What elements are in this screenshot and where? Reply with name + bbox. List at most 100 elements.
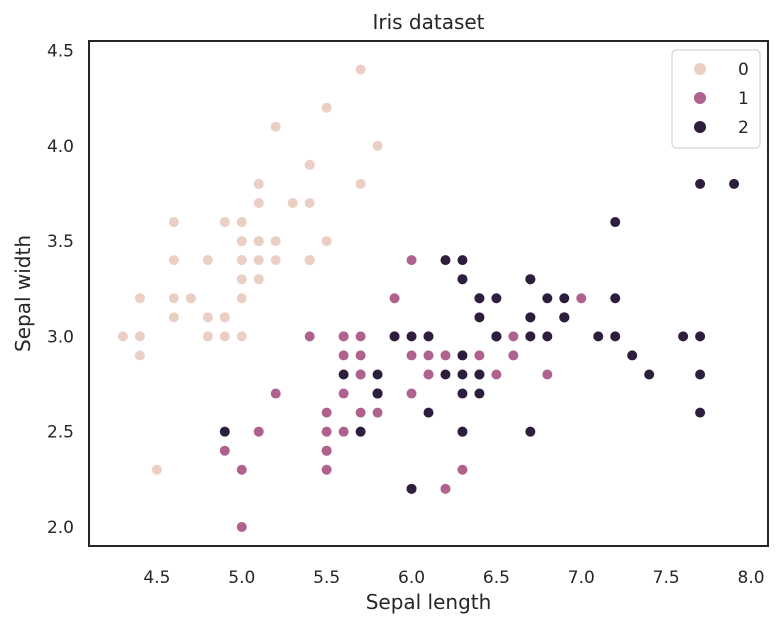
point-series-0-37 [219,217,230,228]
point-series-2-22 [695,369,706,380]
x-tick-label: 6.5 [483,568,510,588]
point-series-2-25 [610,293,621,304]
point-series-1-47 [440,350,451,361]
point-series-0-18 [355,178,366,189]
point-series-1-23 [423,369,434,380]
y-tick-label: 2.5 [47,423,74,443]
point-series-2-44 [525,274,536,285]
point-series-2-36 [457,255,468,266]
point-series-1-8 [508,350,519,361]
point-series-2-43 [542,293,553,304]
point-series-1-42 [372,407,383,418]
point-series-1-4 [491,369,502,380]
point-series-2-2 [593,331,604,342]
x-tick-label: 5.0 [228,568,255,588]
point-series-1-31 [321,445,332,456]
x-tick-label: 7.0 [568,568,595,588]
point-series-2-19 [406,483,417,494]
plot-frame [88,40,769,547]
point-series-0-42 [134,293,145,304]
legend: 0 1 2 [671,49,761,149]
point-series-0-41 [151,464,162,475]
legend-marker-0 [694,63,706,75]
point-series-0-4 [236,217,247,228]
point-series-2-41 [559,312,570,323]
point-series-2-13 [355,426,366,437]
point-series-0-45 [202,331,213,342]
point-series-2-6 [219,426,230,437]
point-series-2-15 [474,293,485,304]
point-series-2-34 [423,407,434,418]
y-tick-labels: 2.0 2.5 3.0 3.5 4.0 4.5 [47,42,74,538]
point-series-1-7 [219,445,230,456]
point-series-2-3 [457,350,468,361]
x-tick-label: 6.0 [398,568,425,588]
point-series-2-18 [695,407,706,418]
point-series-0-15 [355,64,366,75]
point-series-2-33 [457,369,468,380]
point-series-2-32 [474,369,485,380]
point-series-2-42 [372,388,383,399]
point-series-2-40 [525,312,536,323]
x-tick-label: 7.5 [653,568,680,588]
point-series-1-19 [338,426,349,437]
point-series-1-20 [389,293,400,304]
y-tick-label: 2.0 [47,518,74,538]
x-tick-label: 5.5 [313,568,340,588]
point-series-1-48 [253,426,264,437]
y-axis-label: Sepal width [11,235,35,352]
point-series-2-12 [542,331,553,342]
point-series-0-23 [253,274,264,285]
point-series-0-14 [372,140,383,151]
legend-label-0: 0 [738,60,749,80]
point-series-1-3 [321,464,332,475]
chart-title: Iris dataset [372,10,484,34]
x-tick-label: 4.5 [143,568,170,588]
point-series-0-39 [253,255,264,266]
point-series-0-29 [185,293,196,304]
point-series-0-27 [270,236,281,247]
point-series-0-30 [202,312,213,323]
point-series-2-5 [678,331,689,342]
point-series-0-33 [321,102,332,113]
point-series-1-49 [355,369,366,380]
point-series-0-32 [270,121,281,132]
point-series-0-1 [219,331,230,342]
point-series-2-45 [525,331,536,342]
point-series-2-20 [559,293,570,304]
point-series-2-31 [729,178,740,189]
point-series-2-37 [474,312,485,323]
point-series-1-24 [474,350,485,361]
x-tick-labels: 4.5 5.0 5.5 6.0 6.5 7.0 7.5 8.0 [143,568,764,588]
point-series-1-26 [542,369,553,380]
legend-marker-1 [694,92,706,104]
point-series-2-46 [457,426,468,437]
point-series-0-22 [168,217,179,228]
points-layer [117,64,740,532]
point-series-1-45 [355,331,366,342]
point-series-0-25 [236,331,247,342]
point-series-2-17 [695,178,706,189]
point-series-2-11 [474,388,485,399]
y-tick-label: 4.5 [47,42,74,62]
point-series-2-14 [372,369,383,380]
point-series-2-21 [338,369,349,380]
point-series-2-26 [440,369,451,380]
point-series-0-38 [134,331,145,342]
point-series-0-31 [304,255,315,266]
point-series-1-44 [338,388,349,399]
point-series-2-49 [389,331,400,342]
legend-box [671,49,761,149]
y-tick-label: 3.0 [47,327,74,347]
point-series-2-35 [695,331,706,342]
point-series-0-24 [202,255,213,266]
point-series-0-17 [253,236,264,247]
point-series-1-13 [423,350,434,361]
point-series-0-49 [236,274,247,285]
point-series-1-34 [304,331,315,342]
point-series-1-37 [457,464,468,475]
x-axis-label: Sepal length [366,590,492,614]
point-series-1-43 [236,464,247,475]
point-series-1-35 [406,255,417,266]
legend-label-2: 2 [738,118,749,138]
